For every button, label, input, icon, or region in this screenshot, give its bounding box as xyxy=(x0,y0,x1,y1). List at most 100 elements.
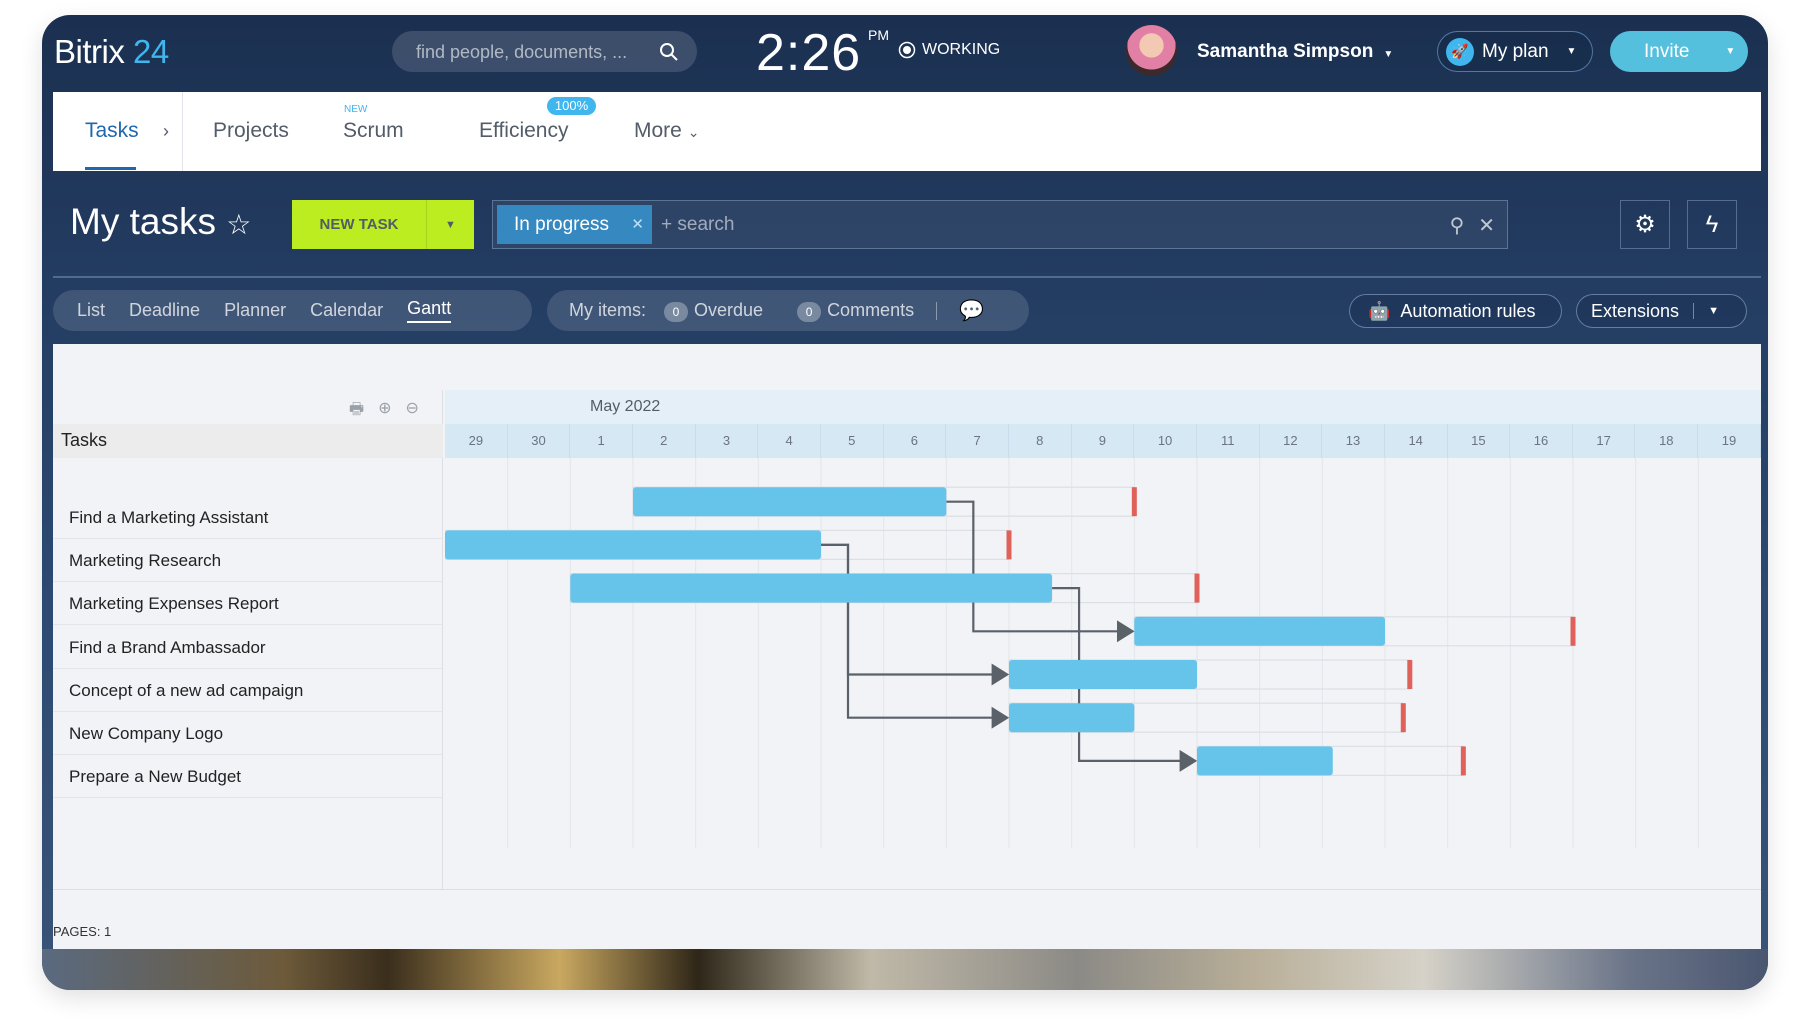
my-plan-button[interactable]: 🚀 My plan ▼ xyxy=(1437,31,1593,72)
view-gantt[interactable]: Gantt xyxy=(407,298,452,323)
automation-rules-button[interactable]: 🤖 Automation rules xyxy=(1349,294,1562,328)
day-label: 19 xyxy=(1698,424,1761,458)
chat-check-icon[interactable]: 💬 xyxy=(959,300,984,322)
day-label: 4 xyxy=(758,424,821,458)
tab-scrum[interactable]: Scrum xyxy=(343,119,404,142)
chevron-down-icon: ▼ xyxy=(1566,46,1577,57)
day-label: 14 xyxy=(1385,424,1448,458)
day-label: 10 xyxy=(1134,424,1197,458)
gantt-chart xyxy=(445,458,1699,848)
task-bar[interactable] xyxy=(1134,616,1385,646)
task-row[interactable]: Prepare a New Budget xyxy=(53,755,442,799)
lightning-icon: ϟ xyxy=(1705,210,1719,238)
day-label: 7 xyxy=(946,424,1009,458)
star-icon[interactable]: ☆ xyxy=(226,209,252,240)
view-list[interactable]: List xyxy=(77,300,106,320)
active-tab-indicator xyxy=(85,167,136,170)
view-switcher: List Deadline Planner Calendar Gantt xyxy=(53,290,532,331)
close-icon[interactable]: ✕ xyxy=(1478,215,1495,237)
task-row[interactable]: Find a Marketing Assistant xyxy=(53,496,442,539)
divider xyxy=(53,889,1761,890)
close-icon[interactable]: ✕ xyxy=(631,216,644,233)
deadline-marker xyxy=(1131,487,1137,517)
task-bar[interactable] xyxy=(1009,660,1197,689)
efficiency-badge: 100% xyxy=(547,97,596,115)
task-bar[interactable] xyxy=(445,530,821,560)
deadline-marker xyxy=(1400,703,1406,733)
caret-down-icon[interactable]: ▼ xyxy=(426,200,474,249)
day-label: 8 xyxy=(1009,424,1072,458)
filter-chip[interactable]: In progress ✕ xyxy=(497,205,652,244)
deadline-marker xyxy=(1194,573,1200,603)
work-status[interactable]: WORKING xyxy=(898,41,1000,59)
settings-button[interactable]: ⚙ xyxy=(1620,200,1670,249)
global-search-input[interactable]: find people, documents, ... xyxy=(392,31,697,72)
rocket-icon: 🚀 xyxy=(1446,37,1474,66)
tab-more[interactable]: More ⌄ xyxy=(634,119,700,142)
deadline-marker xyxy=(1460,746,1466,776)
task-row[interactable]: Concept of a new ad campaign xyxy=(53,669,442,712)
month-header: May 2022 xyxy=(445,390,1761,424)
tab-efficiency[interactable]: Efficiency xyxy=(479,119,569,142)
task-row[interactable]: New Company Logo xyxy=(53,712,442,755)
day-label: 1 xyxy=(570,424,633,458)
search-input[interactable]: + search xyxy=(661,214,735,235)
day-label: 15 xyxy=(1448,424,1511,458)
new-tag: NEW xyxy=(344,104,368,115)
task-row[interactable]: Marketing Research xyxy=(53,539,442,583)
user-menu[interactable]: Samantha Simpson ▼ xyxy=(1197,41,1394,62)
logo[interactable]: Bitrix 24 xyxy=(54,33,169,70)
robot-icon: 🤖 xyxy=(1368,300,1391,321)
day-label: 3 xyxy=(696,424,759,458)
view-deadline[interactable]: Deadline xyxy=(129,300,201,320)
day-label: 29 xyxy=(445,424,508,458)
lightning-button[interactable]: ϟ xyxy=(1687,200,1737,249)
chevron-right-icon[interactable]: › xyxy=(163,121,169,141)
my-items-label: My items: xyxy=(569,300,647,320)
day-label: 6 xyxy=(884,424,947,458)
view-calendar[interactable]: Calendar xyxy=(310,300,384,320)
gear-icon: ⚙ xyxy=(1634,211,1656,238)
task-row[interactable]: Find a Brand Ambassador xyxy=(53,626,442,669)
tasks-column-header: Tasks xyxy=(53,424,443,458)
new-task-button[interactable]: NEW TASK ▼ xyxy=(292,200,474,249)
filter-search[interactable]: In progress ✕ + search ⚲ ✕ xyxy=(492,200,1508,249)
invite-button[interactable]: Invite ▼ xyxy=(1610,31,1748,72)
my-items-bar: My items: 0 Overdue 0 Comments 💬 xyxy=(547,290,1029,331)
zoom-out-icon[interactable]: ⊖ xyxy=(405,400,419,417)
clock[interactable]: 2:26 xyxy=(756,24,862,82)
task-row[interactable]: Marketing Expenses Report xyxy=(53,582,442,626)
tab-projects[interactable]: Projects xyxy=(213,119,289,142)
top-nav: Tasks › Projects NEW Scrum Efficiency 10… xyxy=(53,92,1761,171)
print-icon[interactable]: 🖶 xyxy=(349,401,365,418)
overdue-filter[interactable]: 0 Overdue xyxy=(664,300,763,322)
task-bar[interactable] xyxy=(570,573,1053,603)
search-icon[interactable]: ⚲ xyxy=(1449,215,1465,237)
extensions-button[interactable]: Extensions ▼ xyxy=(1576,294,1747,328)
dependency-arrow xyxy=(821,543,1010,729)
task-bar[interactable] xyxy=(633,487,947,517)
divider xyxy=(53,276,1761,278)
day-label: 30 xyxy=(508,424,571,458)
day-label: 17 xyxy=(1573,424,1636,458)
day-label: 12 xyxy=(1260,424,1323,458)
day-label: 18 xyxy=(1635,424,1699,458)
task-bar[interactable] xyxy=(1009,703,1135,733)
clock-suffix: PM xyxy=(868,27,889,43)
tab-tasks[interactable]: Tasks xyxy=(85,119,139,142)
deadline-marker xyxy=(1407,660,1413,689)
divider xyxy=(182,92,183,171)
zoom-in-icon[interactable]: ⊕ xyxy=(378,400,392,417)
deadline-marker xyxy=(1570,616,1576,646)
comments-filter[interactable]: 0 Comments xyxy=(797,300,914,322)
task-bar[interactable] xyxy=(1197,746,1333,776)
app-window: Bitrix 24 find people, documents, ... 2:… xyxy=(42,15,1768,990)
day-label: 16 xyxy=(1510,424,1573,458)
search-icon[interactable] xyxy=(659,42,679,62)
view-planner[interactable]: Planner xyxy=(224,300,287,320)
page-title: My tasks ☆ xyxy=(70,201,252,242)
day-label: 13 xyxy=(1322,424,1385,458)
chevron-down-icon: ▼ xyxy=(1383,49,1394,60)
caret-down-icon: ▼ xyxy=(1708,305,1719,317)
avatar[interactable] xyxy=(1126,25,1177,76)
